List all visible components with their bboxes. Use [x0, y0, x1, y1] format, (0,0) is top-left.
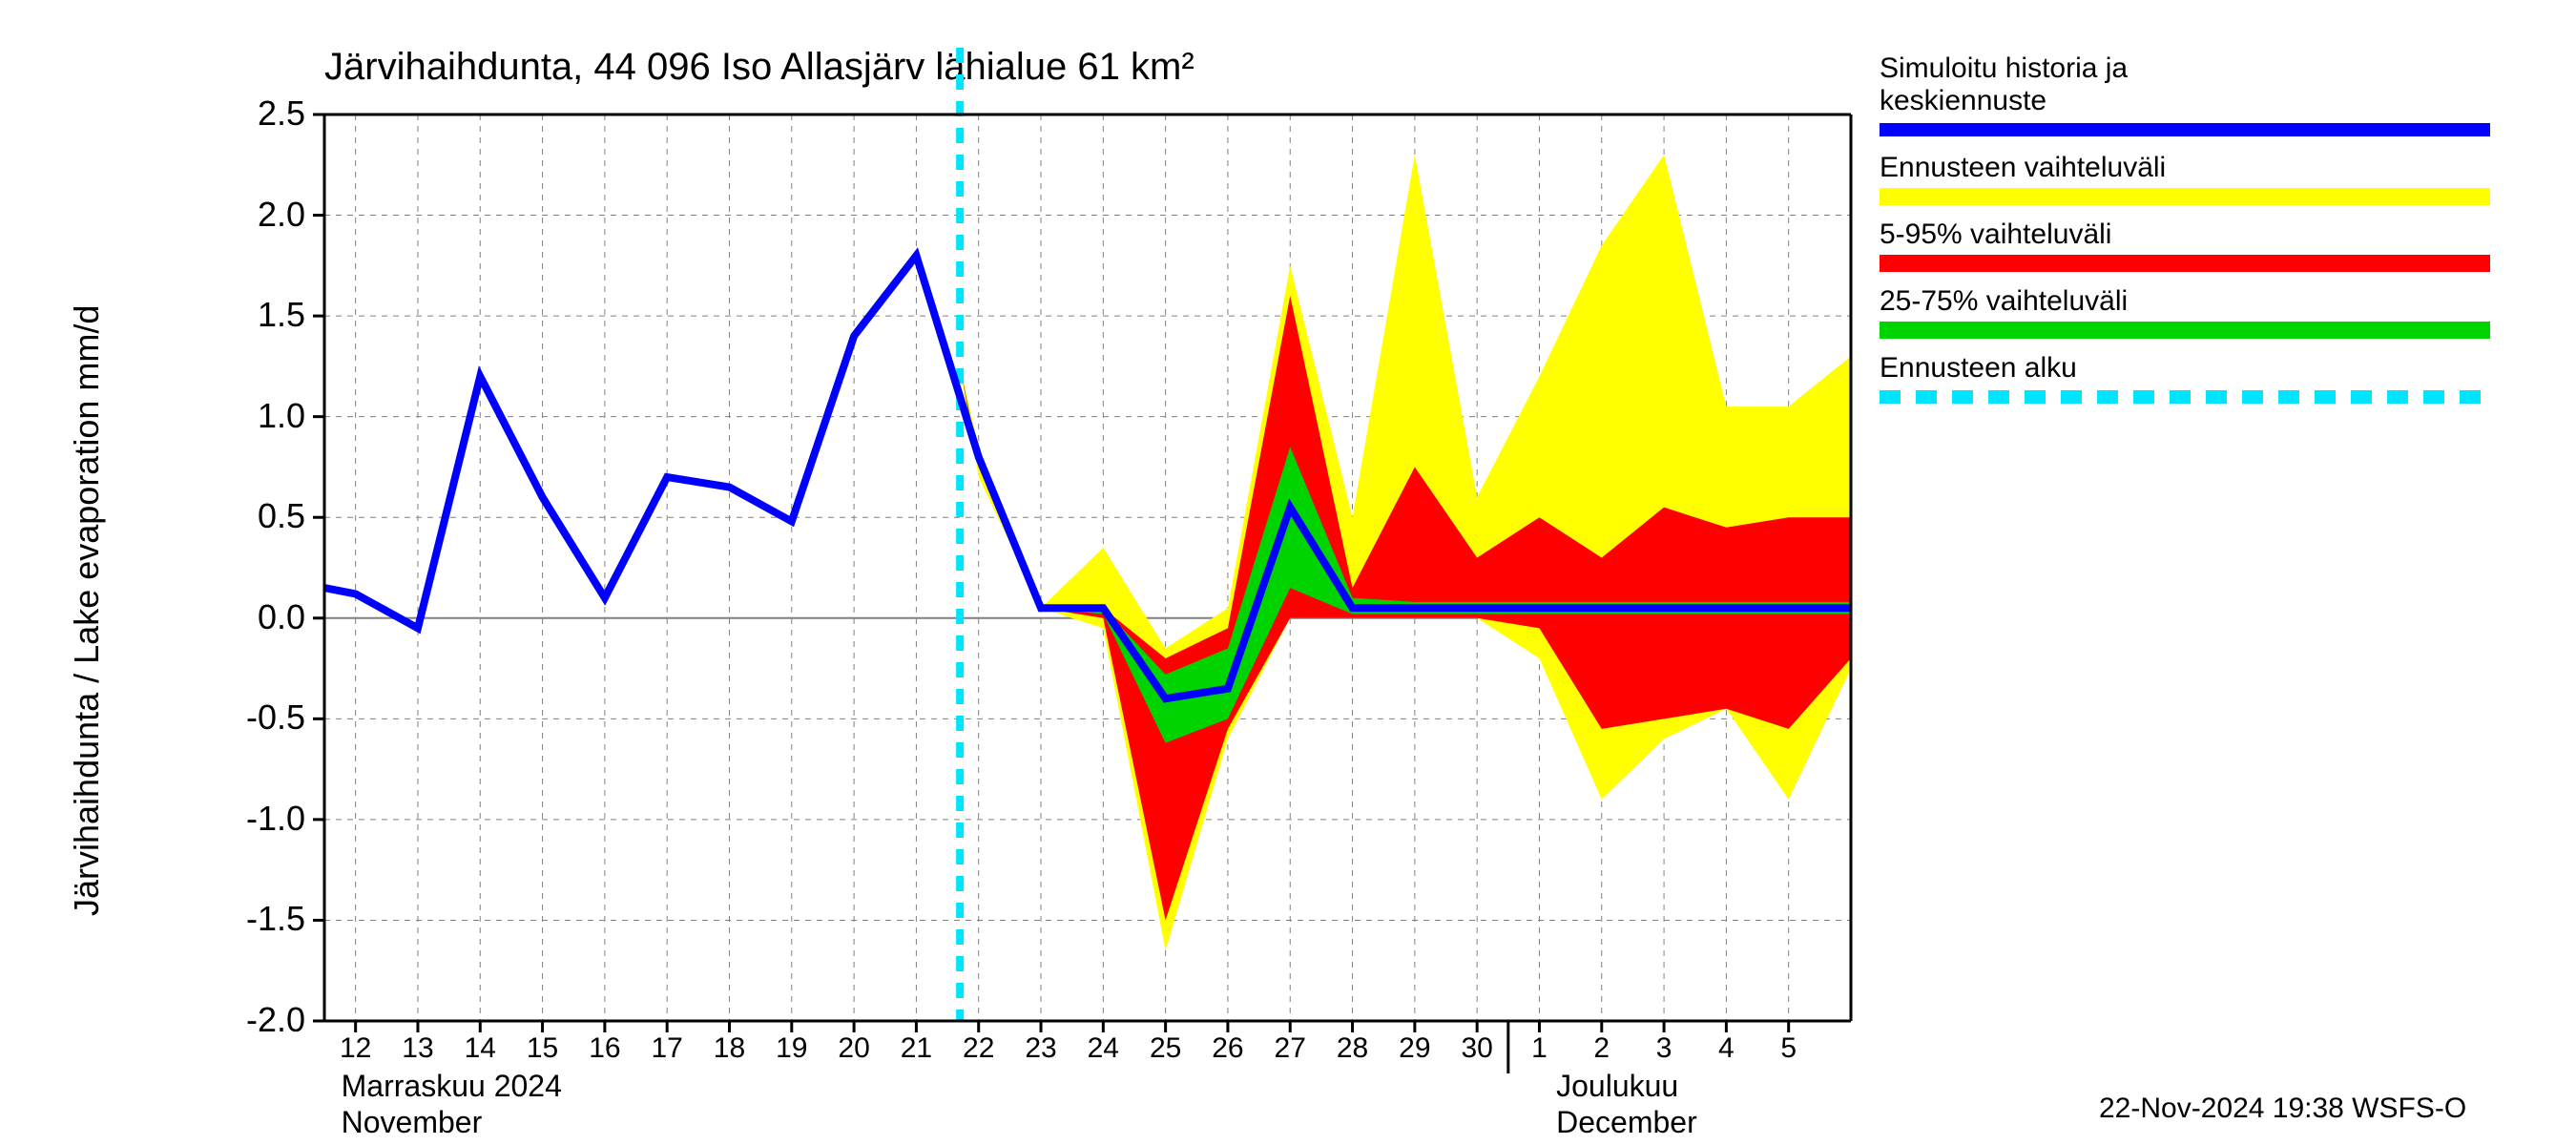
legend-label: Ennusteen alku [1880, 352, 2077, 385]
month-label-en: November [342, 1105, 483, 1140]
x-tick-label: 30 [1453, 1032, 1501, 1065]
y-tick-label: 0.5 [219, 496, 305, 536]
x-tick-label: 28 [1329, 1032, 1377, 1065]
x-tick-label: 27 [1266, 1032, 1314, 1065]
x-tick-label: 23 [1017, 1032, 1065, 1065]
x-tick-label: 18 [705, 1032, 753, 1065]
y-tick-label: -1.0 [219, 799, 305, 839]
legend-label: keskiennuste [1880, 85, 2046, 117]
legend-label: 5-95% vaihteluväli [1880, 219, 2111, 251]
month-label-en: December [1556, 1105, 1697, 1140]
x-tick-label: 5 [1765, 1032, 1813, 1065]
y-tick-label: 1.5 [219, 295, 305, 335]
legend-label: Simuloitu historia ja [1880, 52, 2128, 85]
y-tick-label: 2.5 [219, 94, 305, 134]
y-tick-label: -1.5 [219, 899, 305, 939]
x-tick-label: 1 [1515, 1032, 1563, 1065]
x-tick-label: 14 [456, 1032, 504, 1065]
chart-container: Järvihaihdunta, 44 096 Iso Allasjärv läh… [0, 0, 2576, 1145]
y-tick-label: -2.0 [219, 1000, 305, 1040]
x-tick-label: 13 [394, 1032, 442, 1065]
x-tick-label: 26 [1204, 1032, 1252, 1065]
y-tick-label: 0.0 [219, 597, 305, 637]
month-label-fi: Marraskuu 2024 [342, 1069, 562, 1104]
x-tick-label: 17 [643, 1032, 691, 1065]
x-tick-label: 2 [1578, 1032, 1626, 1065]
x-tick-label: 4 [1702, 1032, 1750, 1065]
chart-plot [0, 0, 2576, 1145]
x-tick-label: 19 [768, 1032, 816, 1065]
x-tick-label: 24 [1079, 1032, 1127, 1065]
x-tick-label: 12 [332, 1032, 380, 1065]
x-tick-label: 3 [1640, 1032, 1688, 1065]
x-tick-label: 15 [519, 1032, 567, 1065]
x-tick-label: 22 [955, 1032, 1003, 1065]
x-tick-label: 16 [581, 1032, 629, 1065]
x-tick-label: 29 [1391, 1032, 1439, 1065]
month-label-fi: Joulukuu [1556, 1069, 1678, 1104]
x-tick-label: 25 [1142, 1032, 1190, 1065]
y-tick-label: 2.0 [219, 195, 305, 235]
legend-label: 25-75% vaihteluväli [1880, 285, 2128, 318]
x-tick-label: 20 [830, 1032, 878, 1065]
x-tick-label: 21 [892, 1032, 940, 1065]
y-tick-label: 1.0 [219, 396, 305, 436]
legend-label: Ennusteen vaihteluväli [1880, 152, 2166, 184]
y-tick-label: -0.5 [219, 697, 305, 738]
timestamp-label: 22-Nov-2024 19:38 WSFS-O [2099, 1093, 2466, 1125]
